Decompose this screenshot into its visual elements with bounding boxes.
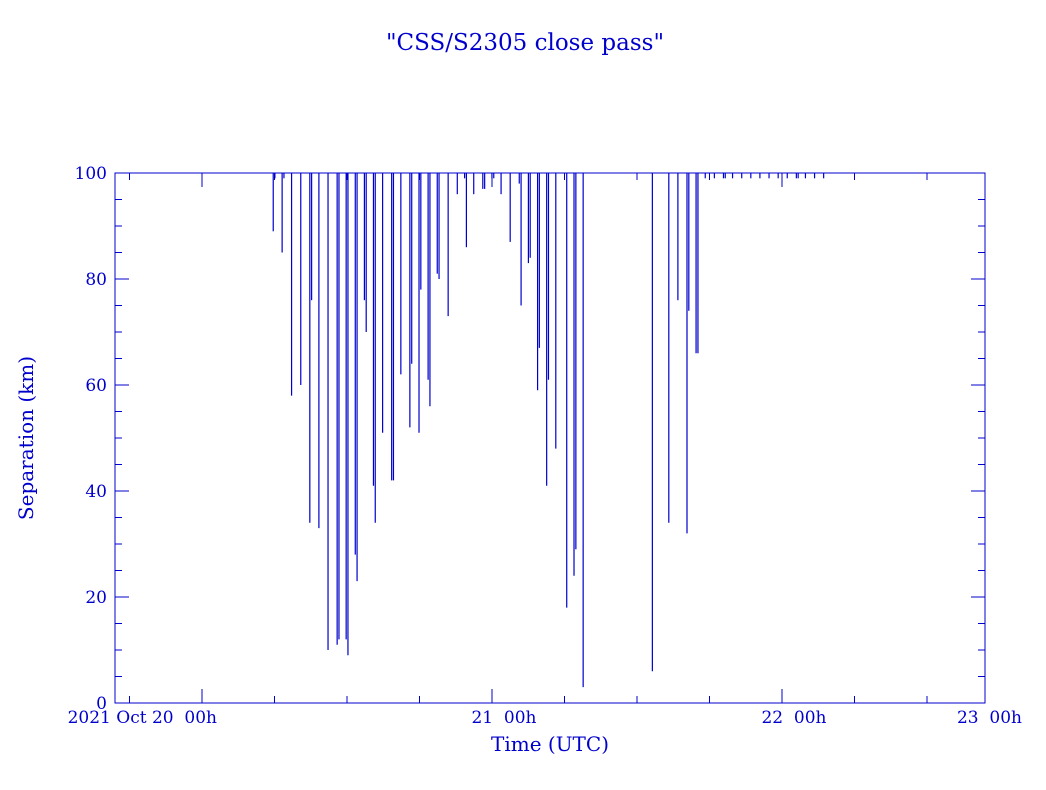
chart-title: "CSS/S2305 close pass" bbox=[386, 30, 664, 56]
bars bbox=[272, 173, 825, 688]
y-tick-label: 100 bbox=[75, 164, 107, 184]
y-tick-label: 40 bbox=[85, 482, 107, 502]
y-tick-labels: 0 20 40 60 80 100 bbox=[75, 164, 107, 714]
plot-area: 0 20 40 60 80 100 2021 Oct 20 00h 21 00h 22 00h… bbox=[68, 164, 1022, 728]
x-tick-label: 21 00h bbox=[471, 708, 536, 728]
x-axis-label: Time (UTC) bbox=[491, 732, 609, 756]
x-tick-label: 23 00h bbox=[957, 708, 1022, 728]
y-tick-label: 20 bbox=[85, 588, 107, 608]
x-tick-label: 22 00h bbox=[761, 708, 826, 728]
y-tick-label: 0 bbox=[96, 694, 107, 714]
y-tick-label: 80 bbox=[85, 270, 107, 290]
plot-frame bbox=[114, 172, 986, 704]
y-axis-label: Separation (km) bbox=[14, 356, 38, 520]
x-tick-label: 2021 Oct 20 00h bbox=[68, 708, 217, 728]
minor-ticks bbox=[115, 172, 985, 704]
y-tick-label: 60 bbox=[85, 376, 107, 396]
x-tick-labels: 2021 Oct 20 00h 21 00h 22 00h 23 00h bbox=[68, 708, 1022, 728]
